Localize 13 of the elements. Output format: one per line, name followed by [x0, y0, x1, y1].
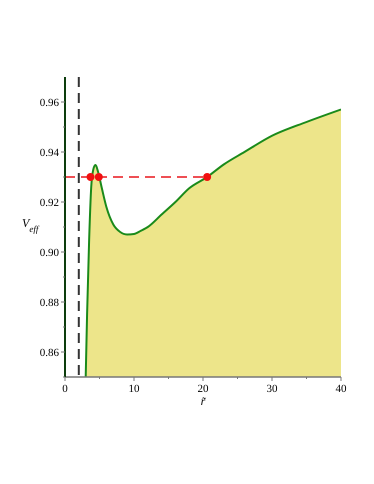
x-axis-title: r̃: [200, 394, 206, 408]
x-tick-label: 30: [266, 383, 278, 395]
x-tick-label: 20: [198, 383, 209, 395]
y-axis-title: V$_{eff}$: [22, 216, 40, 234]
x-tick-label: 40: [336, 383, 347, 395]
y-tick-label: 0.86: [40, 347, 60, 359]
y-tick-label: 0.94: [40, 147, 60, 159]
y-tick-label: 0.88: [40, 297, 60, 309]
x-tick-label: 10: [128, 383, 140, 395]
x-tick-label: 0: [62, 383, 68, 395]
y-tick-label: 0.90: [40, 247, 60, 259]
y-tick-label: 0.92: [40, 197, 59, 209]
y-tick-label: 0.96: [40, 97, 60, 109]
